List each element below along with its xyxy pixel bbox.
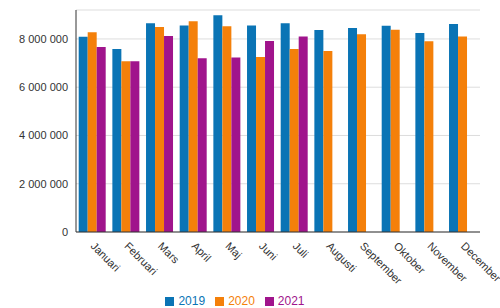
svg-text:Augusti: Augusti <box>324 240 358 274</box>
svg-text:Mars: Mars <box>156 240 182 266</box>
svg-text:December: December <box>459 240 492 285</box>
svg-text:8 000 000: 8 000 000 <box>19 33 68 45</box>
html-text:2021: 2021 <box>277 294 305 308</box>
html-text:2019: 2019 <box>178 294 206 308</box>
svg-text:Juni: Juni <box>257 240 280 263</box>
svg-text:2 000 000: 2 000 000 <box>19 178 68 190</box>
svg-text:Oktober: Oktober <box>392 240 428 276</box>
svg-text:September: September <box>357 239 405 287</box>
svg-text:0: 0 <box>62 226 68 238</box>
svg-text:Juli: Juli <box>291 240 311 260</box>
svg-text:4 000 000: 4 000 000 <box>19 129 68 141</box>
svg-text:Maj: Maj <box>223 240 244 261</box>
svg-text:April: April <box>190 240 214 264</box>
svg-text:Februari: Februari <box>122 240 159 277</box>
svg-text:Januari: Januari <box>89 240 123 274</box>
svg-text:6 000 000: 6 000 000 <box>19 81 68 93</box>
html-text:2020: 2020 <box>228 294 255 308</box>
svg-text:November: November <box>425 239 470 285</box>
